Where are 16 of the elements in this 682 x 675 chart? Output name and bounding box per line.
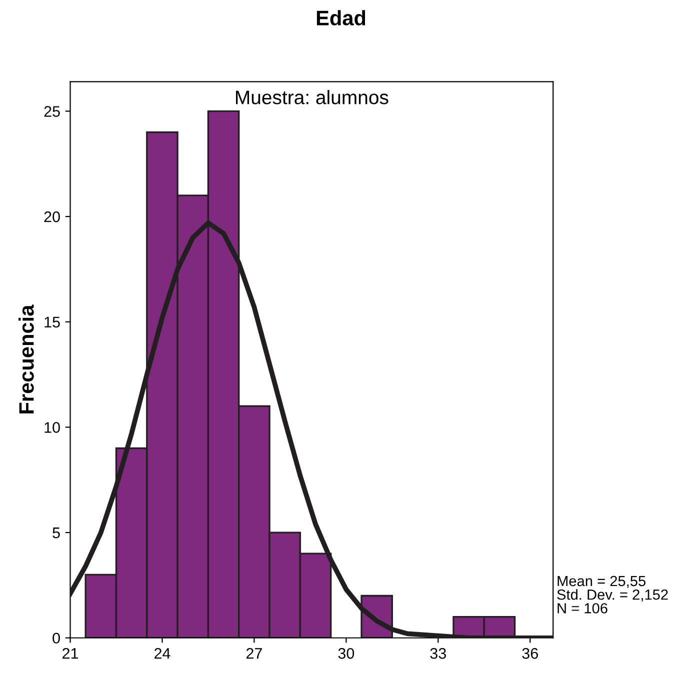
x-tick-label: 27 <box>246 648 262 659</box>
text: Mean = 25,55 Std. Dev. = 2,152 N = 106 <box>557 576 668 614</box>
y-tick-label: 20 <box>44 211 60 222</box>
x-tick-label: 24 <box>154 648 170 659</box>
chart-title: Edad <box>316 10 366 26</box>
x-tick-label: 21 <box>62 648 78 659</box>
y-tick-label: 15 <box>44 316 60 328</box>
y-tick-label: 0 <box>52 632 60 644</box>
x-tick-label: 36 <box>522 648 538 659</box>
y-tick-label: 10 <box>44 422 60 433</box>
x-tick-label: 33 <box>430 648 446 659</box>
annotation: Muestra: alumnos <box>236 90 388 104</box>
y-tick-label: 25 <box>44 106 60 117</box>
y-axis-title: Frecuencia <box>18 304 34 414</box>
y-tick-label: 5 <box>52 528 60 538</box>
x-tick-label: 30 <box>338 648 354 659</box>
